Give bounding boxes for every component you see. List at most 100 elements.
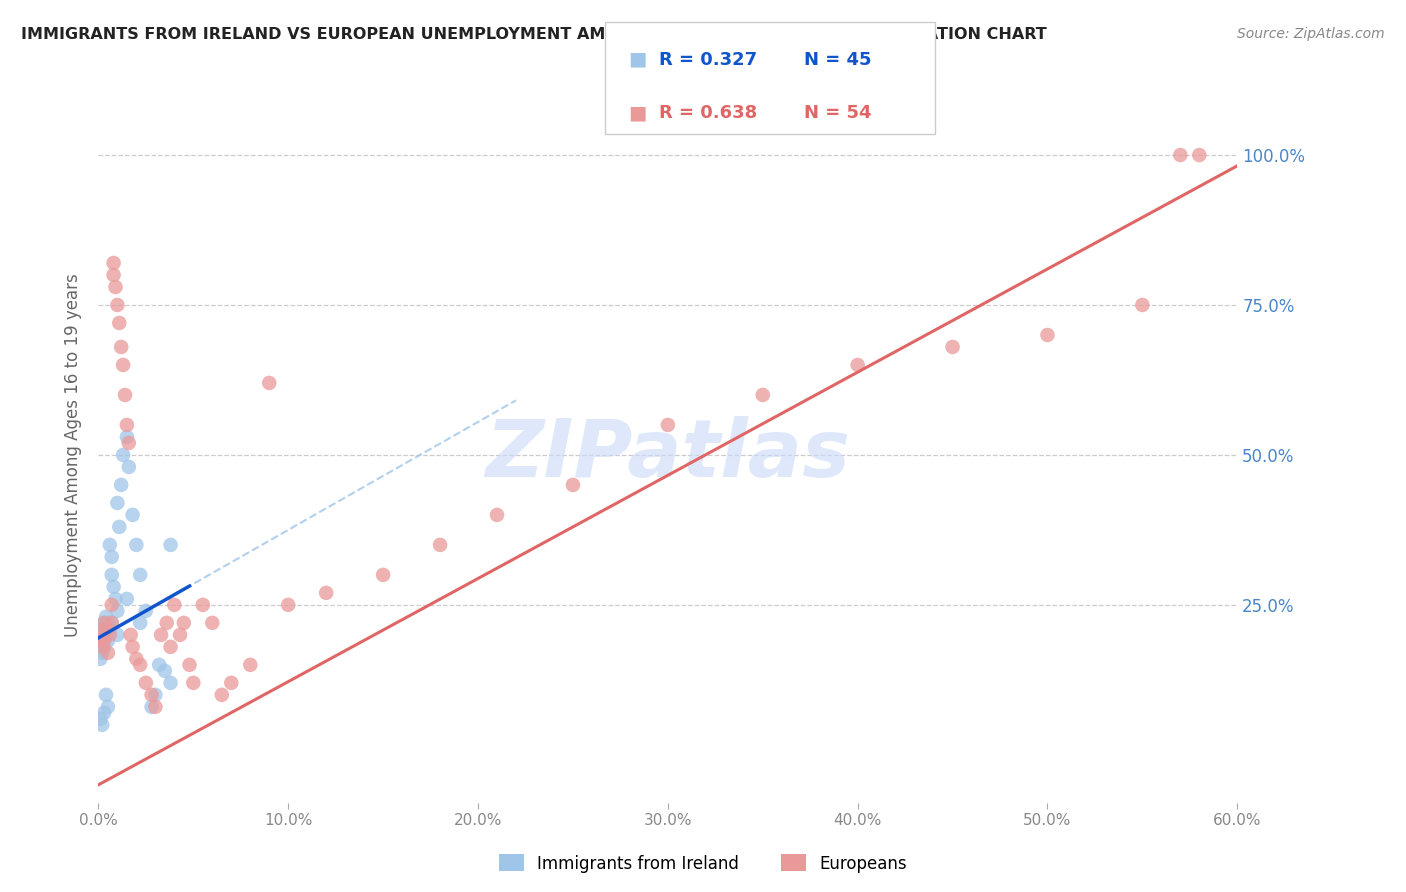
Text: IMMIGRANTS FROM IRELAND VS EUROPEAN UNEMPLOYMENT AMONG AGES 16 TO 19 YEARS CORRE: IMMIGRANTS FROM IRELAND VS EUROPEAN UNEM…: [21, 27, 1047, 42]
Point: [98, 538, 121, 552]
Point: [93, 633, 115, 648]
Point: [129, 567, 152, 582]
Point: [429, 538, 451, 552]
Y-axis label: Unemployment Among Ages 16 to 19 years: Unemployment Among Ages 16 to 19 years: [63, 273, 82, 637]
Point: [173, 615, 195, 630]
Point: [89, 640, 111, 654]
Point: [107, 496, 129, 510]
Point: [752, 388, 775, 402]
Point: [93, 628, 115, 642]
Point: [91, 640, 114, 654]
Point: [145, 688, 167, 702]
Point: [150, 628, 173, 642]
Point: [98, 622, 121, 636]
Text: Source: ZipAtlas.com: Source: ZipAtlas.com: [1237, 27, 1385, 41]
Point: [93, 615, 115, 630]
Text: R = 0.327: R = 0.327: [659, 51, 758, 69]
Point: [107, 298, 129, 312]
Point: [221, 676, 243, 690]
Point: [153, 664, 176, 678]
Point: [98, 628, 121, 642]
Point: [89, 628, 111, 642]
Point: [118, 459, 141, 474]
Point: [97, 699, 120, 714]
Text: R = 0.638: R = 0.638: [659, 104, 758, 122]
Point: [148, 657, 170, 672]
Point: [97, 646, 120, 660]
Point: [179, 657, 201, 672]
Point: [125, 538, 148, 552]
Point: [657, 417, 679, 432]
Point: [1036, 328, 1059, 343]
Point: [93, 615, 115, 630]
Point: [112, 358, 135, 372]
Point: [141, 699, 163, 714]
Point: [100, 615, 122, 630]
Point: [89, 652, 111, 666]
Point: [141, 688, 163, 702]
Point: [120, 628, 142, 642]
Point: [97, 615, 120, 630]
Point: [110, 340, 132, 354]
Point: [100, 549, 122, 564]
Point: [115, 591, 138, 606]
Point: [112, 448, 135, 462]
Point: [129, 615, 152, 630]
Point: [371, 567, 394, 582]
Point: [91, 718, 114, 732]
Point: [191, 598, 214, 612]
Point: [94, 622, 117, 636]
Point: [201, 615, 224, 630]
Text: ■: ■: [628, 50, 647, 69]
Point: [94, 688, 117, 702]
Point: [93, 640, 115, 654]
Point: [846, 358, 869, 372]
Text: N = 54: N = 54: [804, 104, 872, 122]
Point: [562, 478, 585, 492]
Point: [942, 340, 965, 354]
Point: [94, 610, 117, 624]
Point: [125, 652, 148, 666]
Point: [100, 598, 122, 612]
Point: [94, 628, 117, 642]
Point: [277, 598, 299, 612]
Point: [159, 676, 181, 690]
Point: [91, 633, 114, 648]
Point: [239, 657, 262, 672]
Point: [89, 628, 111, 642]
Point: [103, 580, 125, 594]
Point: [118, 436, 141, 450]
Legend: Immigrants from Ireland, Europeans: Immigrants from Ireland, Europeans: [492, 847, 914, 880]
Point: [486, 508, 509, 522]
Point: [100, 567, 122, 582]
Point: [156, 615, 179, 630]
Point: [1188, 148, 1211, 162]
Point: [103, 256, 125, 270]
Point: [91, 646, 114, 660]
Point: [129, 657, 152, 672]
Point: [114, 388, 136, 402]
Point: [163, 598, 186, 612]
Point: [108, 520, 131, 534]
Text: ZIPatlas: ZIPatlas: [485, 416, 851, 494]
Point: [107, 604, 129, 618]
Text: ■: ■: [628, 103, 647, 122]
Point: [159, 640, 181, 654]
Point: [97, 633, 120, 648]
Point: [315, 586, 337, 600]
Point: [145, 699, 167, 714]
Point: [135, 604, 157, 618]
Point: [259, 376, 281, 390]
Point: [110, 478, 132, 492]
Point: [93, 706, 115, 720]
Point: [1170, 148, 1192, 162]
Point: [104, 591, 127, 606]
Point: [108, 316, 131, 330]
Point: [89, 712, 111, 726]
Point: [121, 640, 143, 654]
Point: [121, 508, 143, 522]
Point: [1132, 298, 1154, 312]
Text: N = 45: N = 45: [804, 51, 872, 69]
Point: [159, 538, 181, 552]
Point: [135, 676, 157, 690]
